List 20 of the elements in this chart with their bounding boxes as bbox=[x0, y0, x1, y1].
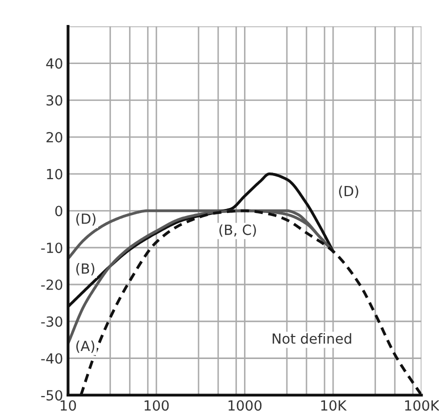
x-tick-label: 1000 bbox=[228, 400, 262, 411]
y-tick-label: -20 bbox=[41, 279, 62, 290]
y-tick-label: -40 bbox=[41, 353, 62, 364]
y-tick-label: -50 bbox=[41, 390, 62, 401]
y-tick-label: -30 bbox=[41, 316, 62, 327]
y-tick-label: 0 bbox=[55, 206, 62, 216]
x-tick-label: 10 bbox=[60, 400, 76, 411]
y-tick-label: 30 bbox=[46, 95, 62, 106]
y-tick-label: 10 bbox=[47, 168, 62, 180]
y-tick-label: -10 bbox=[41, 242, 62, 254]
annotation: Not defined bbox=[272, 333, 352, 344]
x-tick-label: 100 bbox=[144, 400, 169, 411]
annotation: (B, C) bbox=[219, 224, 256, 237]
annotation: (D) bbox=[76, 213, 96, 226]
annotation: (D) bbox=[339, 186, 358, 198]
annotation: (B) bbox=[76, 263, 94, 276]
x-tick-label: 10K bbox=[321, 400, 347, 411]
annotation: (A) bbox=[76, 340, 94, 353]
y-tick-label: 20 bbox=[46, 132, 62, 142]
y-tick-label: 40 bbox=[46, 58, 62, 69]
